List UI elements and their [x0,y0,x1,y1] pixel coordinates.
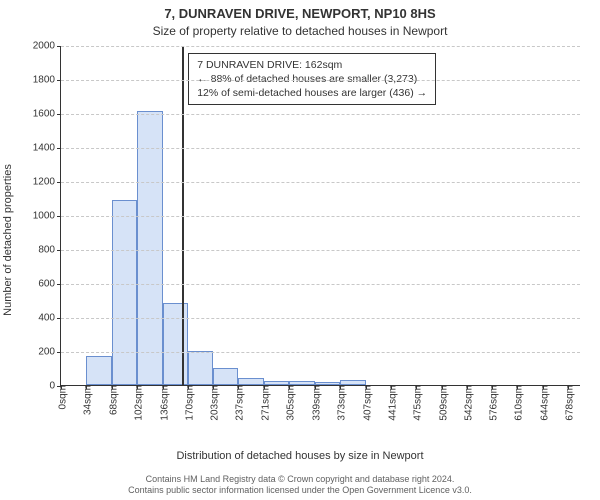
x-tick-label: 102sqm [130,385,145,421]
y-tick-label: 1800 [33,75,61,86]
x-tick-label: 305sqm [282,385,297,421]
histogram-bar [112,200,137,385]
x-tick-label: 610sqm [510,385,525,421]
gridline [61,182,580,183]
x-tick-label: 68sqm [104,385,119,415]
y-tick-label: 800 [38,245,61,256]
plot-area: 7 DUNRAVEN DRIVE: 162sqm← 88% of detache… [60,46,580,386]
x-axis-label: Distribution of detached houses by size … [0,450,600,462]
gridline [61,114,580,115]
x-tick-label: 475sqm [409,385,424,421]
gridline [61,284,580,285]
footer-line: Contains public sector information licen… [0,485,600,496]
footer-line: Contains HM Land Registry data © Crown c… [0,474,600,485]
x-tick-label: 339sqm [307,385,322,421]
x-tick-label: 170sqm [181,385,196,421]
chart-subtitle: Size of property relative to detached ho… [0,24,600,38]
gridline [61,216,580,217]
y-tick-label: 1400 [33,143,61,154]
chart-container: 7, DUNRAVEN DRIVE, NEWPORT, NP10 8HS Siz… [0,0,600,500]
gridline [61,80,580,81]
y-tick-label: 200 [38,347,61,358]
gridline [61,46,580,47]
x-tick-label: 373sqm [333,385,348,421]
y-tick-label: 1200 [33,177,61,188]
y-tick-label: 1000 [33,211,61,222]
annotation-line: 7 DUNRAVEN DRIVE: 162sqm [197,58,427,72]
x-tick-label: 542sqm [459,385,474,421]
x-tick-label: 678sqm [561,385,576,421]
histogram-bar [238,378,263,385]
gridline [61,148,580,149]
annotation-line: 12% of semi-detached houses are larger (… [197,86,427,100]
x-tick-label: 271sqm [256,385,271,421]
x-tick-label: 441sqm [383,385,398,421]
x-tick-label: 203sqm [205,385,220,421]
gridline [61,318,580,319]
x-tick-label: 407sqm [358,385,373,421]
y-tick-label: 600 [38,279,61,290]
gridline [61,250,580,251]
x-tick-label: 576sqm [484,385,499,421]
y-tick-label: 1600 [33,109,61,120]
x-tick-label: 34sqm [79,385,94,415]
x-tick-label: 509sqm [434,385,449,421]
x-tick-label: 136sqm [155,385,170,421]
y-tick-label: 400 [38,313,61,324]
x-tick-label: 0sqm [54,385,69,409]
gridline [61,352,580,353]
histogram-bar [163,303,188,385]
chart-title: 7, DUNRAVEN DRIVE, NEWPORT, NP10 8HS [0,6,600,21]
footer-attribution: Contains HM Land Registry data © Crown c… [0,474,600,497]
x-tick-label: 644sqm [535,385,550,421]
histogram-bar [137,111,162,385]
y-tick-label: 2000 [33,41,61,52]
histogram-bar [188,351,213,385]
x-tick-label: 237sqm [231,385,246,421]
histogram-bar [86,356,111,385]
histogram-bar [213,368,238,385]
